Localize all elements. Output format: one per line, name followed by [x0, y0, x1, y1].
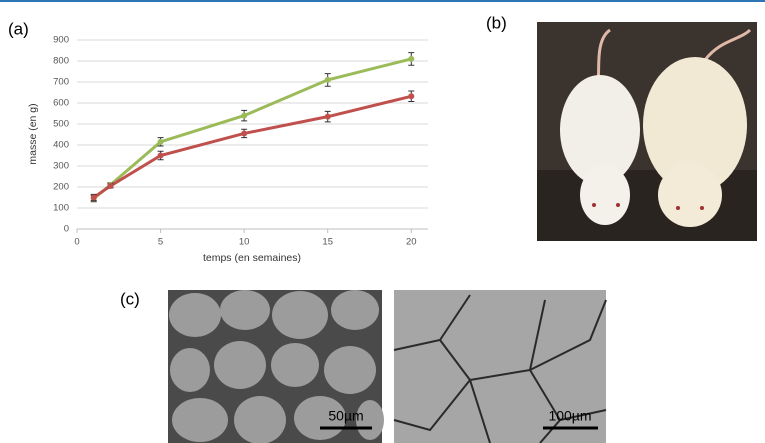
y-tick-label: 100 — [53, 203, 69, 214]
y-tick-label: 400 — [53, 140, 69, 151]
top-rule — [0, 0, 765, 2]
figure: (a) (b) (c) 50µm 100µm temps — [0, 0, 765, 443]
x-tick-label: 15 — [322, 237, 333, 248]
y-tick-label: 200 — [53, 182, 69, 193]
data-point — [158, 139, 164, 145]
y-tick-label: 800 — [53, 56, 69, 67]
data-point — [408, 56, 414, 62]
y-tick-label: 600 — [53, 98, 69, 109]
page: {"chart_data": {"type": "line", "x_label… — [0, 0, 765, 443]
y-tick-label: 900 — [53, 35, 69, 46]
y-tick-label: 500 — [53, 119, 69, 130]
data-point — [91, 195, 97, 201]
panel-label: (c) — [120, 289, 140, 308]
y-tick-label: 700 — [53, 77, 69, 88]
data-point — [325, 114, 331, 120]
y-tick-label: 300 — [53, 161, 69, 172]
series-line — [94, 59, 412, 199]
panel-label: (a) — [8, 19, 29, 38]
data-point — [241, 113, 247, 119]
data-point — [325, 77, 331, 83]
x-tick-label: 0 — [74, 237, 79, 248]
data-point — [408, 93, 414, 99]
x-tick-label: 5 — [158, 237, 163, 248]
x-tick-label: 20 — [406, 237, 417, 248]
data-point — [107, 183, 113, 189]
scale-label: 50µm — [328, 408, 363, 424]
panel-label: (b) — [486, 13, 507, 32]
y-axis-label: masse (en g) — [27, 103, 39, 164]
data-point — [158, 153, 164, 159]
rat-photo — [537, 22, 757, 241]
x-axis-label: temps (en semaines) — [203, 252, 301, 264]
data-point — [241, 130, 247, 136]
x-tick-label: 10 — [239, 237, 250, 248]
scale-label: 100µm — [548, 408, 591, 424]
y-tick-label: 0 — [64, 224, 69, 235]
